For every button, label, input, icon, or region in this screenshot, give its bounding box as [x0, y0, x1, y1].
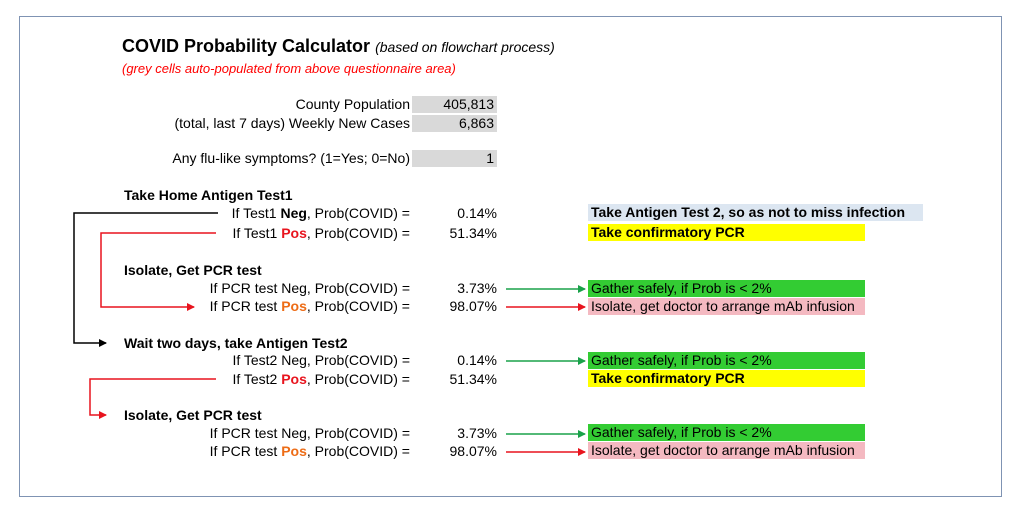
pcr1-neg-action: Gather safely, if Prob is < 2%	[588, 280, 865, 297]
antigen-test2-header: Wait two days, take Antigen Test2	[124, 335, 348, 351]
test2-pos-label: If Test2 Pos, Prob(COVID) =	[232, 371, 410, 387]
title-subtitle: (based on flowchart process)	[375, 39, 555, 55]
test2-neg-action: Gather safely, if Prob is < 2%	[588, 352, 865, 369]
symptoms-label: Any flu-like symptoms? (1=Yes; 0=No)	[172, 150, 410, 166]
test2-neg-prob: 0.14%	[457, 352, 497, 368]
test1-neg-prob: 0.14%	[457, 205, 497, 221]
pcr2-neg-action: Gather safely, if Prob is < 2%	[588, 424, 865, 441]
test1-pos-action: Take confirmatory PCR	[588, 224, 865, 241]
pcr1-neg-label: If PCR test Neg, Prob(COVID) =	[209, 280, 410, 296]
antigen-test1-header: Take Home Antigen Test1	[124, 187, 293, 203]
pcr1-neg-prob: 3.73%	[457, 280, 497, 296]
pcr1-pos-prob: 98.07%	[449, 298, 497, 314]
pcr1-header: Isolate, Get PCR test	[124, 262, 262, 278]
test1-neg-action: Take Antigen Test 2, so as not to miss i…	[588, 204, 923, 221]
test1-pos-prob: 51.34%	[449, 225, 497, 241]
test2-pos-action: Take confirmatory PCR	[588, 370, 865, 387]
pcr1-pos-label: If PCR test Pos, Prob(COVID) =	[209, 298, 410, 314]
pcr2-header: Isolate, Get PCR test	[124, 407, 262, 423]
pcr2-neg-prob: 3.73%	[457, 425, 497, 441]
pcr2-pos-action: Isolate, get doctor to arrange mAb infus…	[588, 442, 865, 459]
sheet-frame	[19, 16, 1002, 497]
symptoms-cell[interactable]: 1	[412, 150, 497, 167]
test2-pos-prob: 51.34%	[449, 371, 497, 387]
county-population-label: County Population	[295, 96, 410, 112]
test1-pos-label: If Test1 Pos, Prob(COVID) =	[232, 225, 410, 241]
pcr2-neg-label: If PCR test Neg, Prob(COVID) =	[209, 425, 410, 441]
title-text: COVID Probability Calculator	[122, 36, 371, 56]
weekly-cases-cell[interactable]: 6,863	[412, 115, 497, 132]
arrow-test1-pos-to-pcr1	[100, 232, 216, 311]
weekly-cases-label: (total, last 7 days) Weekly New Cases	[174, 115, 411, 131]
arrow-test1-neg-to-test2	[73, 212, 218, 347]
arrow-test2-pos-to-pcr2	[89, 378, 216, 419]
pcr2-pos-prob: 98.07%	[449, 443, 497, 459]
pcr2-pos-label: If PCR test Pos, Prob(COVID) =	[209, 443, 410, 459]
test2-neg-label: If Test2 Neg, Prob(COVID) =	[232, 352, 410, 368]
test1-neg-label: If Test1 Neg, Prob(COVID) =	[231, 205, 410, 221]
page-title: COVID Probability Calculator (based on f…	[122, 36, 555, 57]
county-population-cell[interactable]: 405,813	[412, 96, 497, 113]
pcr1-pos-action: Isolate, get doctor to arrange mAb infus…	[588, 298, 865, 315]
grey-cells-note: (grey cells auto-populated from above qu…	[122, 61, 456, 76]
